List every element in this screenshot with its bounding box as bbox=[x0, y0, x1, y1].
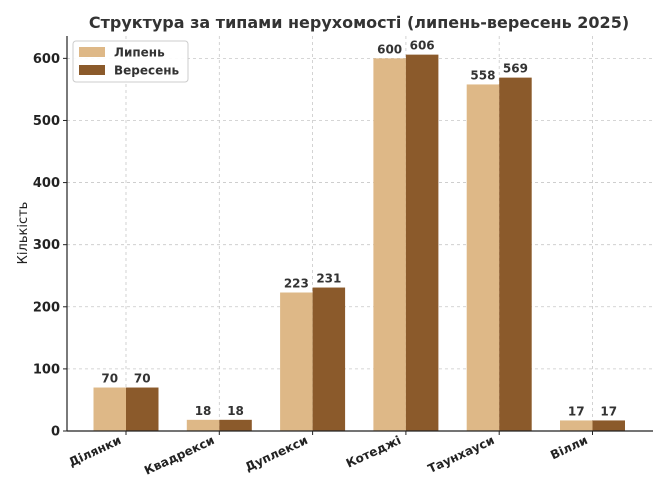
x-tick-label: Котеджі bbox=[344, 433, 403, 471]
data-label: 558 bbox=[470, 68, 495, 82]
y-tick-label: 400 bbox=[33, 176, 60, 191]
bar-series1 bbox=[373, 58, 406, 431]
x-tick-label: Дуплекси bbox=[243, 433, 310, 474]
y-axis-label: Кількість bbox=[16, 202, 31, 265]
y-tick-label: 500 bbox=[33, 114, 60, 129]
data-label: 17 bbox=[568, 404, 585, 418]
legend: Липень Вересень bbox=[72, 40, 189, 83]
legend-label: Вересень bbox=[114, 64, 180, 78]
y-tick-label: 200 bbox=[33, 300, 60, 315]
data-label: 600 bbox=[377, 42, 402, 56]
data-label: 18 bbox=[195, 404, 212, 418]
legend-swatch bbox=[79, 47, 105, 57]
data-label: 17 bbox=[600, 404, 617, 418]
y-tick-label: 300 bbox=[33, 238, 60, 253]
bar-series2 bbox=[592, 420, 625, 431]
x-tick-label: Вілли bbox=[548, 433, 589, 462]
data-label: 231 bbox=[316, 272, 341, 286]
bars bbox=[93, 54, 625, 432]
x-tick-label: Ділянки bbox=[66, 433, 123, 469]
data-label: 18 bbox=[227, 404, 244, 418]
y-tick-label: 100 bbox=[33, 362, 60, 377]
y-tick-label: 600 bbox=[33, 52, 60, 67]
data-label: 606 bbox=[410, 39, 435, 53]
bar-series2 bbox=[219, 419, 252, 431]
x-ticks: Ділянки Квадрекси Дуплекси Котеджі Таунхауси… bbox=[66, 431, 593, 478]
bar-series2 bbox=[405, 54, 439, 431]
data-label: 70 bbox=[101, 372, 118, 386]
bar-series1 bbox=[186, 419, 220, 431]
bar-series1 bbox=[93, 387, 126, 431]
data-labels: 70 70 18 18 223 231 600 606 558 569 17 17 bbox=[101, 39, 617, 419]
y-ticks: 0 100 200 300 400 500 600 bbox=[33, 52, 67, 440]
axes bbox=[66, 36, 653, 432]
bar-series2 bbox=[499, 77, 532, 431]
legend-label: Липень bbox=[114, 46, 165, 60]
bar-series1 bbox=[466, 84, 500, 432]
bar-series2 bbox=[126, 387, 159, 431]
data-label: 223 bbox=[284, 277, 309, 291]
x-tick-label: Таунхауси bbox=[426, 433, 497, 476]
data-label: 569 bbox=[503, 62, 528, 76]
y-tick-label: 0 bbox=[51, 425, 60, 440]
grid bbox=[67, 36, 653, 431]
bar-series1 bbox=[280, 292, 313, 431]
data-label: 70 bbox=[134, 372, 151, 386]
bar-series2 bbox=[312, 287, 346, 431]
legend-swatch bbox=[79, 65, 105, 75]
x-tick-label: Квадрекси bbox=[142, 433, 216, 478]
chart-title: Структура за типами нерухомості (липень-… bbox=[89, 13, 629, 32]
bar-series1 bbox=[560, 420, 593, 431]
